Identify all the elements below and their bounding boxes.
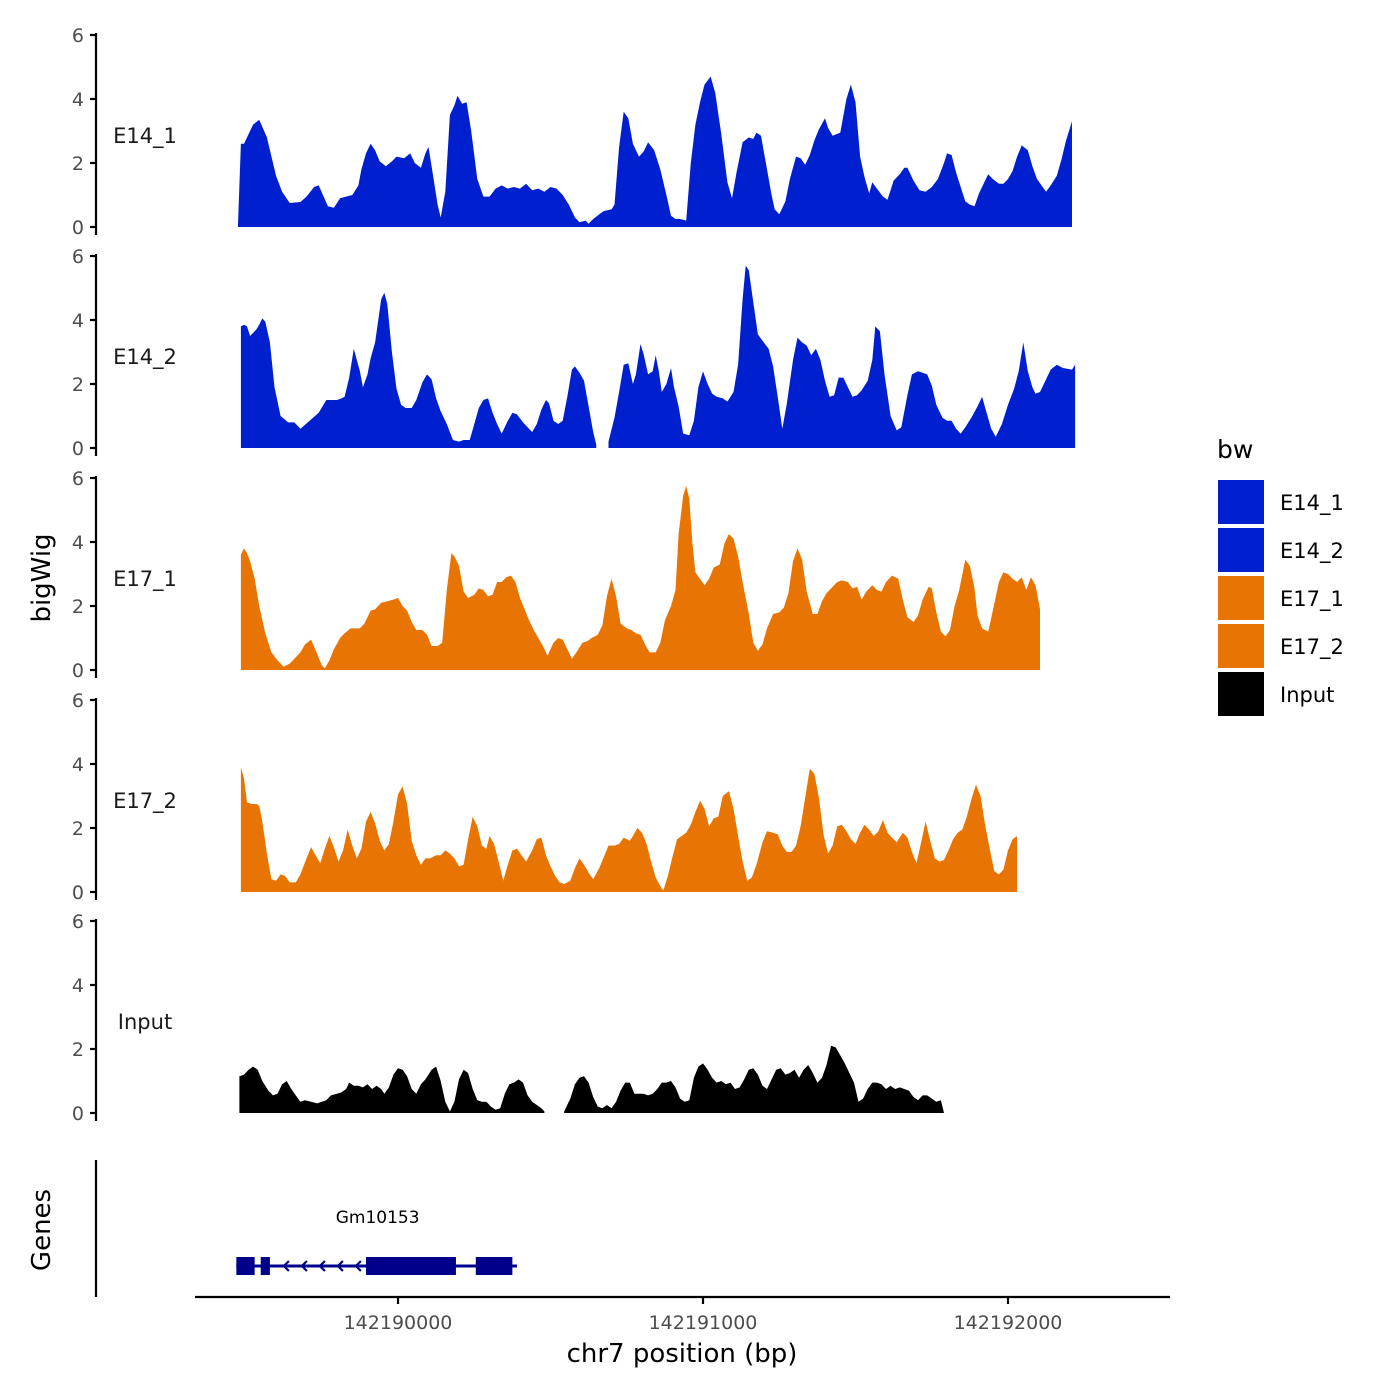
legend-label: Input <box>1280 683 1334 707</box>
x-tick-label: 142190000 <box>344 1312 453 1334</box>
strand-arrow <box>354 1260 362 1272</box>
legend-items: E14_1 E14_2 E17_1 E17_2 Input <box>1218 480 1344 716</box>
gene-exon <box>260 1257 270 1275</box>
strand-arrow <box>282 1260 290 1272</box>
y-tick-label: 0 <box>72 660 84 682</box>
y-tick-label: 6 <box>72 911 84 933</box>
y-tick-label: 2 <box>72 374 84 396</box>
legend: bw E14_1 E14_2 E17_1 E17_2 Input <box>1217 435 1344 716</box>
signal-area-E14_2 <box>240 265 1076 448</box>
y-tick-label: 4 <box>72 89 84 111</box>
strand-arrow <box>300 1260 308 1272</box>
track-E14_1: 0 2 4 6 E14_1 <box>72 25 1072 239</box>
legend-title: bw <box>1217 435 1253 464</box>
x-tick-label: 142191000 <box>649 1312 758 1334</box>
track-label: E14_1 <box>113 124 177 149</box>
y-tick-label: 6 <box>72 246 84 268</box>
x-axis-title: chr7 position (bp) <box>567 1339 798 1369</box>
gene-Gm10153: Gm10153 <box>236 1208 517 1275</box>
y-tick-label: 2 <box>72 1039 84 1061</box>
legend-item-Input: Input <box>1218 672 1334 716</box>
signal-area-E14_1 <box>237 76 1072 227</box>
signal-area-E17_1 <box>240 486 1040 670</box>
legend-label: E14_2 <box>1280 539 1344 564</box>
track-E17_1: 0 2 4 6 E17_1 <box>72 468 1040 682</box>
legend-swatch <box>1218 672 1264 716</box>
legend-label: E17_2 <box>1280 635 1344 660</box>
x-ticks: 142190000 142191000 142192000 <box>344 1297 1063 1334</box>
legend-swatch <box>1218 528 1264 572</box>
gene-models: Gm10153 <box>236 1208 517 1275</box>
track-label: Input <box>118 1010 172 1034</box>
track-E14_2: 0 2 4 6 E14_2 <box>72 246 1076 460</box>
legend-swatch <box>1218 576 1264 620</box>
track-Input: 0 2 4 6 Input <box>72 911 944 1125</box>
y-tick-label: 0 <box>72 1103 84 1125</box>
signal-area-E17_2 <box>240 767 1018 892</box>
x-tick-label: 142192000 <box>954 1312 1063 1334</box>
y-tick-label: 2 <box>72 596 84 618</box>
signal-area-Input <box>239 1045 944 1113</box>
signal-tracks: 0 2 4 6 E14_1 0 2 4 6 E14_2 0 2 4 6 E17_1 0 2 4 6 E17_2 0 2 4 6… <box>72 25 1076 1125</box>
track-label: E17_1 <box>113 567 177 592</box>
y-tick-label: 0 <box>72 438 84 460</box>
y-tick-label: 4 <box>72 975 84 997</box>
track-label: E14_2 <box>113 345 177 370</box>
y-tick-label: 6 <box>72 25 84 47</box>
legend-label: E14_1 <box>1280 491 1344 516</box>
y-tick-label: 0 <box>72 217 84 239</box>
legend-item-E14_1: E14_1 <box>1218 480 1344 524</box>
y-tick-label: 4 <box>72 532 84 554</box>
y-tick-label: 0 <box>72 882 84 904</box>
strand-arrow <box>336 1260 344 1272</box>
y-tick-label: 4 <box>72 310 84 332</box>
gene-exon <box>365 1257 456 1275</box>
legend-swatch <box>1218 480 1264 524</box>
gene-exon <box>236 1257 255 1275</box>
y-tick-label: 2 <box>72 818 84 840</box>
y-tick-label: 6 <box>72 690 84 712</box>
legend-item-E17_1: E17_1 <box>1218 576 1344 620</box>
legend-item-E14_2: E14_2 <box>1218 528 1344 572</box>
legend-label: E17_1 <box>1280 587 1344 612</box>
x-axis: 142190000 142191000 142192000 chr7 positio… <box>195 1295 1170 1369</box>
gene-exon <box>475 1257 513 1275</box>
y-tick-label: 6 <box>72 468 84 490</box>
legend-swatch <box>1218 624 1264 668</box>
track-label: E17_2 <box>113 789 177 814</box>
gene-name-label: Gm10153 <box>336 1208 420 1228</box>
track-E17_2: 0 2 4 6 E17_2 <box>72 690 1018 904</box>
legend-item-E17_2: E17_2 <box>1218 624 1344 668</box>
genes-panel-title: Genes <box>27 1189 57 1271</box>
y-axis-title: bigWig <box>27 533 57 622</box>
y-tick-label: 2 <box>72 153 84 175</box>
genes-panel: Genes Gm10153 <box>27 1160 517 1297</box>
strand-arrow <box>318 1260 326 1272</box>
y-tick-label: 4 <box>72 754 84 776</box>
